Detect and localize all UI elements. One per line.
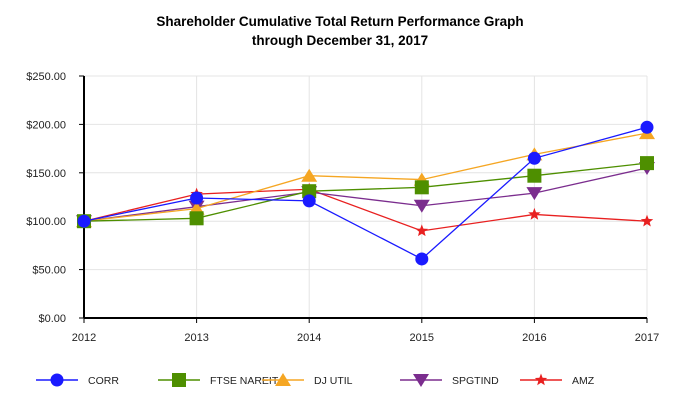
data-point: [302, 194, 316, 208]
legend-label: FTSE NAREIT: [210, 375, 279, 387]
x-tick-label: 2014: [297, 332, 321, 344]
y-tick-label: $0.00: [38, 313, 66, 325]
series-line: [83, 188, 648, 232]
legend-marker: [50, 373, 64, 387]
data-point: [527, 168, 542, 183]
data-point: [640, 214, 654, 227]
data-point: [527, 151, 541, 165]
data-point: [414, 180, 429, 195]
x-tick-label: 2012: [72, 332, 96, 344]
data-point: [77, 214, 91, 228]
series-line: [83, 132, 648, 222]
data-point: [190, 191, 204, 205]
series-dj-util: [76, 126, 655, 228]
series-amz: [77, 182, 654, 237]
y-tick-label: $250.00: [26, 71, 66, 83]
data-point: [301, 168, 318, 182]
y-tick-label: $200.00: [26, 119, 66, 131]
legend-item: AMZ: [520, 373, 595, 387]
legend-label: SPGTIND: [452, 375, 499, 387]
y-tick-label: $100.00: [26, 216, 66, 228]
legend-item: FTSE NAREIT: [158, 373, 279, 387]
series-line: [83, 167, 648, 222]
data-point: [189, 211, 204, 226]
data-point: [302, 184, 317, 199]
legend-label: CORR: [88, 375, 119, 387]
legend-marker: [275, 373, 291, 386]
series-line: [83, 162, 648, 222]
series-corr: [77, 120, 654, 266]
data-point: [640, 156, 654, 171]
data-point: [415, 224, 428, 237]
legend-marker: [534, 373, 548, 386]
data-point: [526, 187, 543, 201]
legend-label: AMZ: [572, 375, 595, 387]
legend-label: DJ UTIL: [314, 375, 353, 387]
chart-title: Shareholder Cumulative Total Return Perf…: [0, 12, 680, 50]
x-tick-label: 2015: [410, 332, 434, 344]
data-point: [640, 120, 654, 134]
chart-subtitle: through December 31, 2017: [251, 33, 429, 48]
legend-item: CORR: [36, 373, 119, 387]
x-tick-label: 2013: [184, 332, 208, 344]
data-point: [413, 199, 430, 213]
series-line: [83, 126, 648, 260]
data-point: [528, 207, 541, 220]
legend-item: DJ UTIL: [262, 373, 353, 387]
data-point: [415, 252, 429, 266]
legend-item: SPGTIND: [400, 374, 499, 387]
legend-marker: [172, 373, 186, 387]
chart-title-line: Shareholder Cumulative Total Return Perf…: [156, 14, 524, 29]
series-ftse-nareit: [77, 156, 654, 229]
x-tick-label: 2016: [522, 332, 546, 344]
x-tick-label: 2017: [635, 332, 659, 344]
y-tick-label: $150.00: [26, 168, 66, 180]
y-tick-label: $50.00: [32, 265, 66, 277]
legend-marker: [413, 374, 429, 387]
